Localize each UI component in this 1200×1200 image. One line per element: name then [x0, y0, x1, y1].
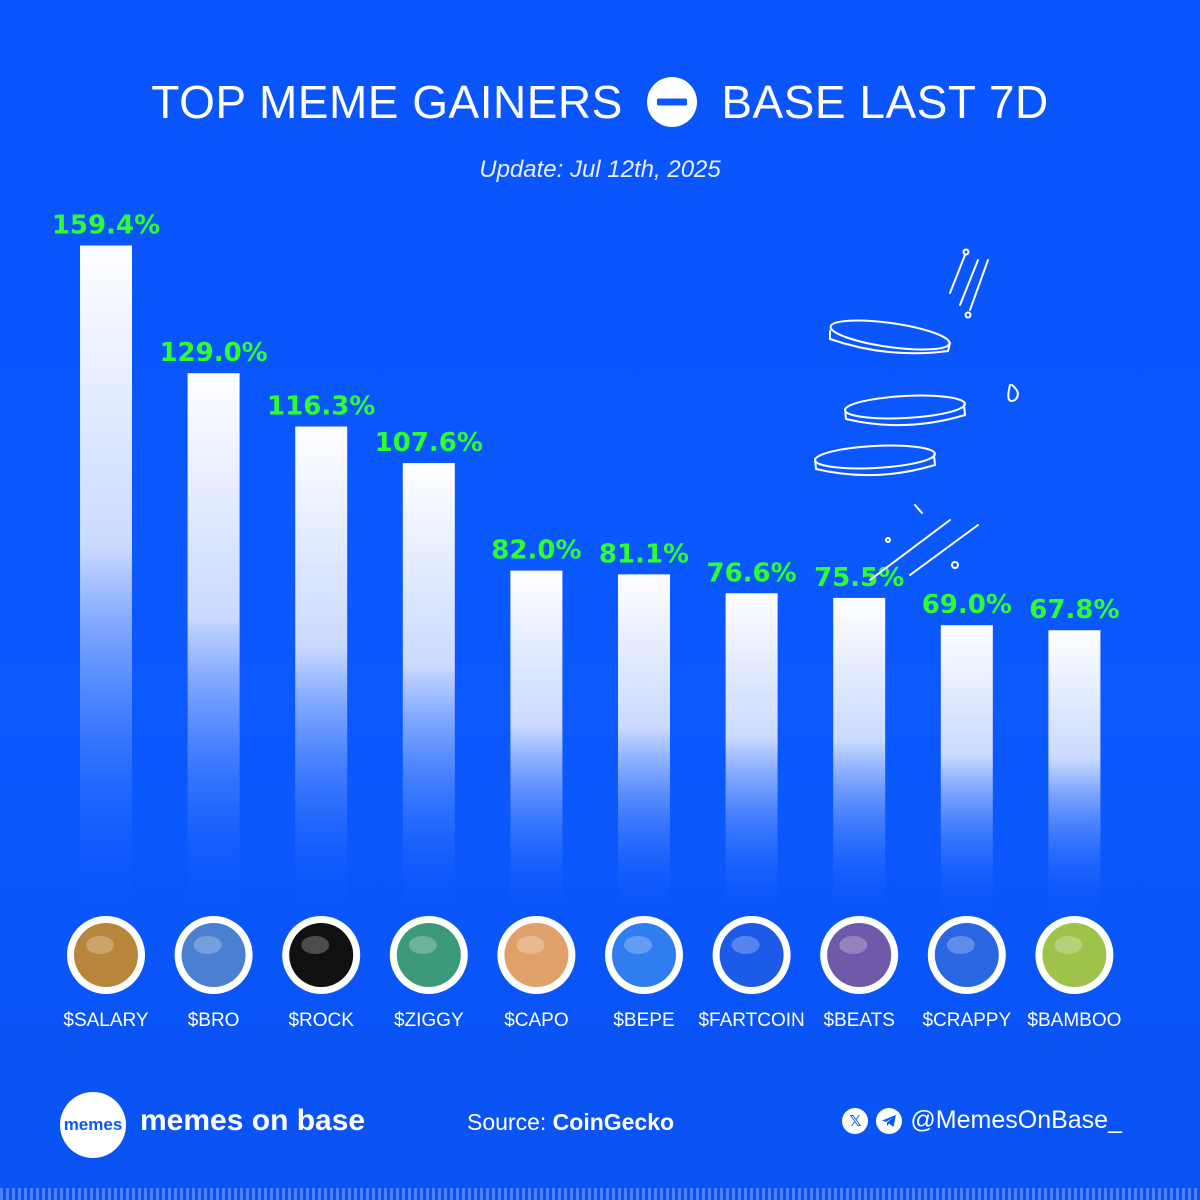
- bar-salary: [80, 245, 132, 915]
- bar-bamboo: [1048, 630, 1101, 915]
- falling-coins-illustration: [814, 248, 1019, 581]
- value-label: 75.5%: [814, 563, 904, 593]
- source-credit: Source: CoinGecko: [467, 1109, 674, 1136]
- page-title: TOP MEME GAINERS BASE LAST 7D: [0, 72, 1200, 132]
- source-label: Source:: [467, 1109, 547, 1135]
- social-handle[interactable]: @MemesOnBase_: [910, 1106, 1122, 1134]
- bar-bepe: [618, 574, 670, 915]
- value-label: 82.0%: [491, 536, 581, 566]
- bar-bro: [187, 373, 240, 915]
- title-right: BASE LAST 7D: [721, 76, 1049, 128]
- token-icons-layer: [67, 916, 1114, 994]
- category-label: $BAMBOO: [1027, 1010, 1121, 1031]
- brand-name: memes on base: [140, 1104, 366, 1137]
- memes-logo: memes: [60, 1092, 126, 1158]
- value-label: 67.8%: [1029, 595, 1119, 625]
- capo-avatar-icon: [497, 916, 576, 994]
- category-label: $ROCK: [288, 1010, 354, 1031]
- bar-rock: [295, 426, 348, 915]
- x-icon[interactable]: 𝕏: [842, 1107, 869, 1134]
- social-handles: 𝕏 @MemesOnBase_: [842, 1106, 1122, 1135]
- category-label: $BEATS: [823, 1010, 894, 1031]
- category-label: $BEPE: [613, 1010, 674, 1031]
- memes-logo-text: memes: [63, 1115, 123, 1134]
- value-label: 81.1%: [599, 539, 689, 569]
- value-label: 129.0%: [159, 338, 267, 368]
- beats-koala-icon: [820, 916, 899, 994]
- bars-layer: [80, 245, 1101, 915]
- value-label: 107.6%: [375, 428, 483, 458]
- category-labels-layer: $SALARY $BRO $ROCK $ZIGGY $CAPO $BEPE $FARTCOI…: [63, 1010, 1121, 1031]
- category-label: $ZIGGY: [394, 1010, 464, 1031]
- category-label: $CRAPPY: [922, 1010, 1011, 1031]
- title-left: TOP MEME GAINERS: [151, 76, 623, 128]
- rock-icon: [282, 916, 361, 994]
- category-label: $CAPO: [504, 1010, 568, 1031]
- value-label: 76.6%: [706, 558, 796, 588]
- bepe-pepe-icon: [605, 916, 683, 994]
- bar-fartcoin: [725, 593, 778, 915]
- category-label: $FARTCOIN: [698, 1010, 804, 1031]
- value-label: 116.3%: [267, 392, 375, 422]
- salary-coin-icon: [67, 916, 145, 994]
- source-name: CoinGecko: [552, 1109, 675, 1135]
- bro-dog-icon: [174, 916, 253, 994]
- value-label: 159.4%: [52, 211, 160, 241]
- value-labels-layer: 159.4% 129.0%116.3%107.6% 82.0% 81.1% 76.6% 7…: [52, 211, 1120, 626]
- bar-chart: 159.4% 129.0%116.3%107.6% 82.0% 81.1% 76.6% 7…: [52, 211, 1122, 1031]
- crappy-pepe-icon: [927, 916, 1006, 994]
- cropped-bottom-strip: [0, 1188, 1200, 1200]
- category-label: $BRO: [188, 1010, 240, 1031]
- update-date: Update: Jul 12th, 2025: [479, 156, 721, 183]
- value-label: 69.0%: [922, 590, 1012, 620]
- bamboo-icon: [1035, 916, 1114, 994]
- bar-beats: [833, 597, 886, 915]
- base-logo-icon: [647, 76, 698, 127]
- telegram-icon[interactable]: [876, 1107, 903, 1134]
- ziggy-frog-icon: [389, 916, 468, 994]
- fartcoin-icon: [712, 916, 791, 994]
- category-label: $SALARY: [63, 1010, 149, 1031]
- bar-crappy: [940, 625, 993, 915]
- bar-capo: [510, 570, 563, 915]
- bar-ziggy: [402, 463, 455, 915]
